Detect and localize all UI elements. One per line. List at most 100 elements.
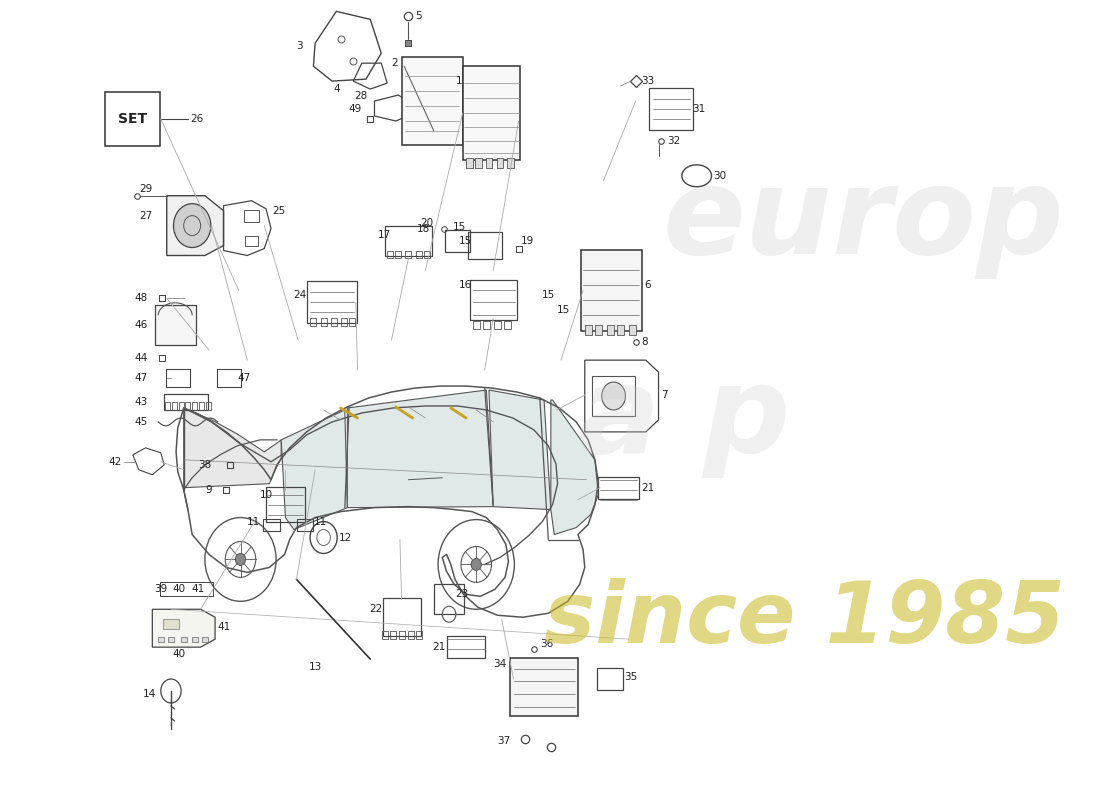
Text: 32: 32 — [667, 136, 680, 146]
Bar — [341, 318, 346, 326]
Bar — [186, 402, 190, 410]
Bar — [507, 158, 514, 168]
Text: 4: 4 — [334, 84, 341, 94]
Bar — [496, 158, 504, 168]
Text: 35: 35 — [625, 672, 638, 682]
Bar — [244, 210, 260, 222]
Bar — [470, 281, 517, 320]
Polygon shape — [551, 400, 598, 534]
Text: 45: 45 — [134, 417, 147, 427]
Bar — [402, 57, 463, 145]
Bar — [245, 235, 257, 246]
Text: 12: 12 — [339, 533, 352, 542]
Text: 47: 47 — [134, 373, 147, 383]
Polygon shape — [348, 390, 493, 508]
Bar — [582, 250, 642, 331]
Text: 43: 43 — [134, 397, 147, 407]
Text: 6: 6 — [645, 280, 651, 290]
Text: 26: 26 — [190, 114, 204, 124]
Text: 41: 41 — [218, 622, 231, 632]
Circle shape — [602, 382, 626, 410]
Bar — [425, 250, 430, 258]
Bar — [468, 231, 502, 259]
Bar — [383, 598, 420, 636]
Bar — [494, 322, 501, 330]
Text: 1: 1 — [456, 76, 463, 86]
Bar — [483, 322, 490, 330]
Text: 15: 15 — [541, 290, 554, 300]
Bar — [463, 66, 520, 160]
Text: 9: 9 — [205, 485, 211, 494]
Bar — [387, 250, 393, 258]
Text: since 1985: since 1985 — [544, 578, 1065, 661]
Bar — [510, 658, 578, 716]
Polygon shape — [152, 610, 216, 647]
Text: 27: 27 — [139, 210, 152, 221]
Text: 49: 49 — [349, 104, 362, 114]
Text: 25: 25 — [273, 206, 286, 216]
Bar — [263, 518, 279, 530]
Bar — [617, 326, 624, 335]
Bar — [157, 637, 164, 642]
Text: 31: 31 — [693, 104, 706, 114]
Bar — [485, 158, 493, 168]
Text: 13: 13 — [308, 662, 321, 672]
Circle shape — [471, 558, 482, 570]
Text: 5: 5 — [415, 11, 421, 22]
Bar — [593, 376, 635, 416]
Bar — [206, 402, 211, 410]
Bar — [165, 402, 170, 410]
Bar — [434, 584, 464, 614]
Text: 15: 15 — [452, 222, 465, 232]
Bar — [649, 88, 693, 130]
Polygon shape — [184, 408, 282, 488]
Bar — [350, 318, 355, 326]
Bar — [320, 318, 327, 326]
Bar — [180, 637, 187, 642]
Bar — [331, 318, 337, 326]
Bar — [199, 402, 204, 410]
Bar — [444, 230, 471, 251]
Bar — [406, 250, 411, 258]
Text: 8: 8 — [641, 338, 648, 347]
Text: 29: 29 — [139, 184, 152, 194]
Bar — [607, 326, 614, 335]
Text: 48: 48 — [134, 294, 147, 303]
Text: 44: 44 — [134, 353, 147, 363]
Circle shape — [174, 204, 211, 247]
Text: 24: 24 — [294, 290, 307, 300]
Text: 22: 22 — [370, 604, 383, 614]
Bar — [266, 487, 305, 522]
Bar — [504, 322, 512, 330]
Bar — [310, 318, 317, 326]
Bar — [168, 637, 174, 642]
Bar — [416, 631, 421, 639]
Text: 38: 38 — [198, 460, 211, 470]
Text: 16: 16 — [459, 280, 472, 290]
Text: 15: 15 — [460, 235, 473, 246]
Bar — [385, 226, 431, 255]
Text: 39: 39 — [154, 584, 167, 594]
Text: 40: 40 — [173, 649, 186, 659]
Bar — [598, 477, 639, 498]
Bar — [475, 158, 482, 168]
Text: 2: 2 — [392, 58, 398, 68]
Bar — [466, 158, 473, 168]
Text: 10: 10 — [260, 490, 273, 500]
Text: 21: 21 — [432, 642, 446, 652]
Polygon shape — [282, 410, 348, 530]
Text: SET: SET — [119, 112, 147, 126]
Bar — [390, 631, 396, 639]
Bar — [155, 306, 196, 345]
Text: 34: 34 — [494, 659, 507, 669]
Text: 3: 3 — [296, 42, 303, 51]
Text: 23: 23 — [455, 590, 469, 599]
Bar — [160, 582, 212, 596]
Bar — [164, 394, 208, 410]
Bar — [382, 631, 387, 639]
Polygon shape — [167, 196, 223, 255]
Bar — [106, 91, 161, 146]
Bar — [217, 369, 241, 387]
Bar — [166, 369, 189, 387]
Text: 42: 42 — [109, 457, 122, 466]
